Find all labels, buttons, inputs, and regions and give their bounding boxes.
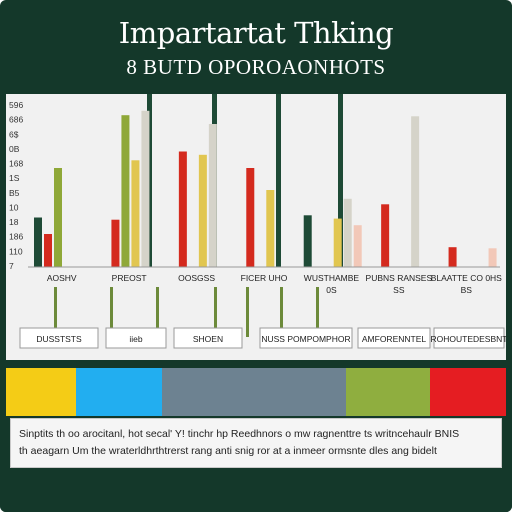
bar [178, 151, 187, 267]
bar [303, 215, 312, 267]
callout-box [357, 327, 431, 349]
callout-label: AMFORENNTEL [362, 334, 427, 344]
bar [448, 247, 457, 267]
connector-stem [214, 287, 217, 337]
y-tick-label: B5 [9, 188, 20, 198]
chart-panel: 596 686 6$ 0B 168 1S B5 10 18 186 110 7 AOSHV PREOST O… [6, 94, 506, 360]
callout-box [433, 327, 505, 349]
callout-box [259, 327, 353, 349]
category-sublabel: 0S [326, 285, 337, 295]
category-label: OOSGSS [178, 273, 215, 283]
callout-box [105, 327, 167, 349]
color-swatch [162, 368, 346, 416]
category-label: PUBNS RANSES [366, 273, 433, 283]
callout-label: SHOEN [193, 334, 223, 344]
divider-line [276, 94, 281, 267]
bar [111, 219, 120, 267]
bar [488, 248, 497, 267]
category-sublabel: BS [461, 285, 473, 295]
category-label: AOSHV [47, 273, 77, 283]
bar [34, 217, 42, 267]
y-tick-label: 7 [9, 261, 14, 271]
connector-stem [110, 287, 113, 337]
bar [246, 168, 255, 267]
y-tick-label: 0B [9, 144, 20, 154]
color-swatch [430, 368, 506, 416]
bar [198, 154, 207, 267]
header: Impartartat Thking 8 BUTD OPOROAONHOTS [0, 0, 512, 90]
bar [266, 190, 275, 267]
callout-label: iieb [129, 334, 143, 344]
bar [141, 110, 150, 267]
color-swatch [76, 368, 162, 416]
connector-stem [316, 287, 319, 337]
callout-label: ROHOUTEDESBNT [431, 334, 506, 344]
bar [131, 160, 140, 267]
bar [353, 225, 362, 267]
connector-stem [156, 287, 159, 337]
y-tick-label: 186 [9, 232, 23, 242]
color-swatch [6, 368, 76, 416]
category-label: WUSTHAMBE [304, 273, 360, 283]
note-line: th aeagarn Um the wraterldhrthtrerst ran… [19, 445, 437, 457]
bar [343, 198, 352, 267]
note-line: Sinptits th oo arocitanl, hot secal' Y! … [19, 428, 460, 440]
callout-box [173, 327, 243, 349]
connector-stem [280, 287, 283, 337]
connector-stem [246, 287, 249, 337]
y-tick-label: 686 [9, 115, 23, 125]
category-label: PREOST [112, 273, 147, 283]
callout-label: NUSS POMPOMPHOR [261, 334, 350, 344]
divider-line [338, 94, 343, 267]
color-swatch [346, 368, 430, 416]
bar [333, 218, 342, 267]
bar [44, 234, 52, 267]
connector-stem [54, 287, 57, 337]
bar-chart: 596 686 6$ 0B 168 1S B5 10 18 186 110 7 AOSHV PREOST O… [9, 94, 506, 349]
bar [411, 116, 420, 267]
category-label: BLAATTE CO 0HS [431, 273, 502, 283]
y-tick-label: 1S [9, 173, 20, 183]
y-tick-label: 110 [9, 246, 23, 256]
callout-label: DUSSTSTS [36, 334, 82, 344]
y-tick-label: 6$ [9, 129, 19, 139]
bar [54, 168, 62, 267]
note-box: Sinptits th oo arocitanl, hot secal' Y! … [10, 418, 502, 468]
category-sublabel: SS [393, 285, 405, 295]
bar [121, 115, 130, 267]
y-tick-label: 596 [9, 100, 23, 110]
divider-line [147, 94, 152, 267]
footer-band [0, 472, 512, 512]
y-tick-label: 10 [9, 202, 19, 212]
bar [208, 124, 217, 267]
page-title: Impartartat Thking [118, 16, 394, 50]
color-strip [6, 368, 506, 416]
category-label: FICER UHO [241, 273, 288, 283]
y-tick-label: 168 [9, 159, 23, 169]
callout-box [19, 327, 99, 349]
bar [381, 204, 390, 267]
page-subtitle: 8 BUTD OPOROAONHOTS [126, 55, 386, 79]
y-tick-label: 18 [9, 217, 19, 227]
